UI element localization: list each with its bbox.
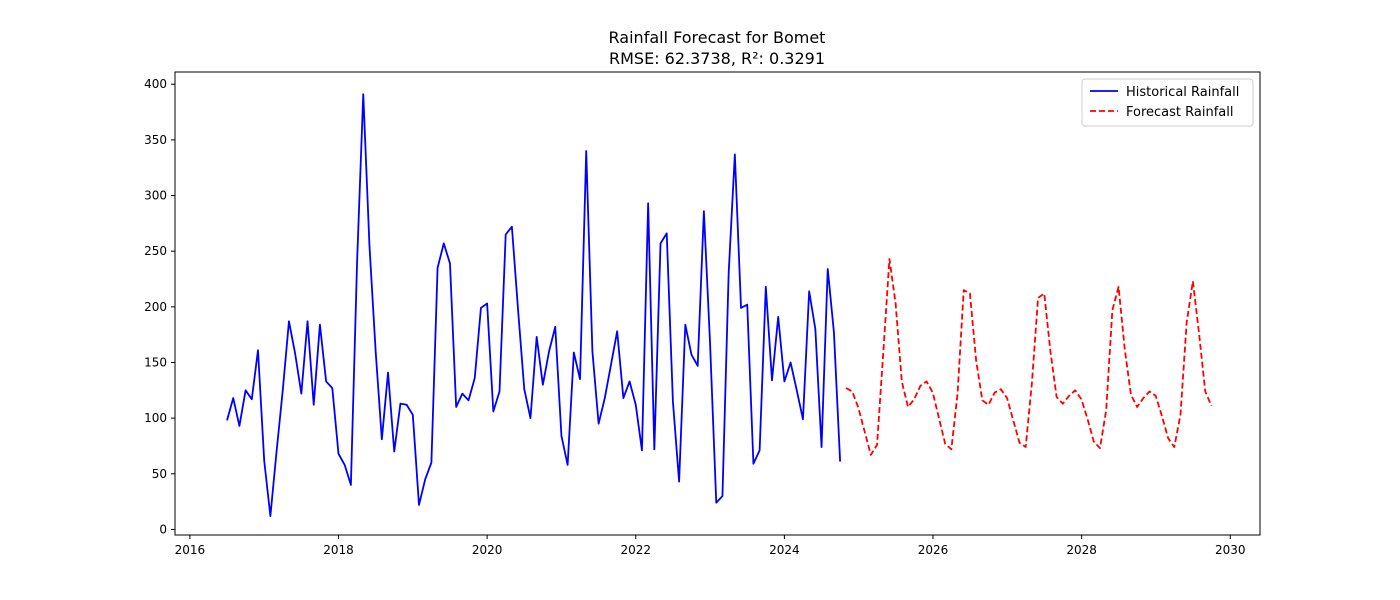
y-tick-label: 400 xyxy=(144,77,167,91)
y-tick-label: 100 xyxy=(144,411,167,425)
x-tick-label: 2016 xyxy=(175,543,206,557)
y-tick-label: 250 xyxy=(144,244,167,258)
x-tick-label: 2028 xyxy=(1066,543,1097,557)
legend-label-historical: Historical Rainfall xyxy=(1126,85,1239,100)
plot-area: 2016 2018 2020 2022 2024 2026 2028 2030 0 50 100 1… xyxy=(144,71,1261,557)
chart-subtitle: RMSE: 62.3738, R²: 0.3291 xyxy=(609,49,825,68)
x-axis: 2016 2018 2020 2022 2024 2026 2028 2030 xyxy=(175,535,1246,557)
chart-title: Rainfall Forecast for Bomet xyxy=(609,28,826,47)
forecast-rainfall-line xyxy=(845,258,1213,456)
x-tick-label: 2026 xyxy=(918,543,949,557)
y-tick-label: 200 xyxy=(144,300,167,314)
y-tick-label: 350 xyxy=(144,133,167,147)
x-tick-label: 2020 xyxy=(472,543,503,557)
x-tick-label: 2024 xyxy=(769,543,800,557)
x-tick-label: 2022 xyxy=(620,543,651,557)
y-axis: 0 50 100 150 200 250 300 350 400 xyxy=(144,77,175,536)
historical-rainfall-line xyxy=(226,93,842,517)
x-tick-label: 2030 xyxy=(1215,543,1246,557)
legend-label-forecast: Forecast Rainfall xyxy=(1126,105,1233,120)
legend-box xyxy=(1081,78,1254,127)
y-tick-label: 50 xyxy=(152,467,167,481)
x-tick-label: 2018 xyxy=(323,543,354,557)
series-layer xyxy=(226,93,1213,517)
y-tick-label: 150 xyxy=(144,355,167,369)
y-tick-label: 300 xyxy=(144,189,167,203)
y-tick-label: 0 xyxy=(159,522,167,536)
axes-frame xyxy=(174,71,1261,536)
legend: Historical Rainfall Forecast Rainfall xyxy=(1081,78,1254,127)
